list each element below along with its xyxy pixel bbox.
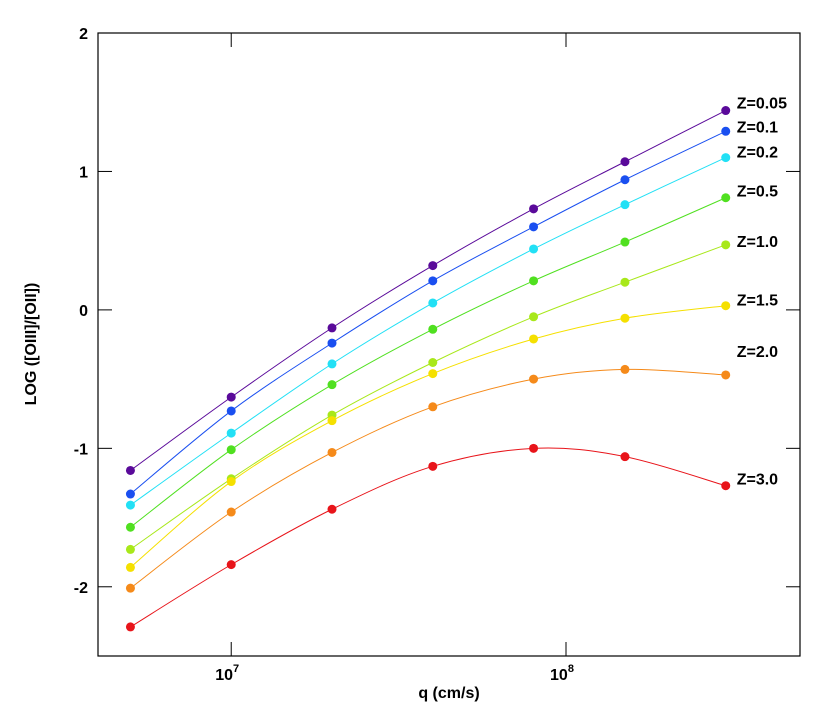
data-point	[226, 477, 236, 487]
data-point	[721, 240, 731, 250]
data-point	[529, 204, 539, 214]
data-point	[529, 222, 539, 232]
data-point	[620, 175, 630, 185]
x-axis-label: q (cm/s)	[418, 685, 479, 702]
x-tick-label: 107	[215, 663, 239, 684]
y-tick-label: 1	[79, 164, 88, 181]
data-point	[327, 504, 337, 514]
y-tick-label: 2	[79, 26, 88, 43]
series-label: Z=0.1	[737, 119, 778, 136]
data-point	[226, 560, 236, 570]
data-point	[327, 380, 337, 390]
data-point	[125, 522, 135, 532]
x-tick-exponent: 7	[233, 663, 239, 675]
data-point	[428, 402, 438, 412]
data-point	[327, 416, 337, 426]
data-point	[125, 562, 135, 572]
x-tick-base: 10	[550, 667, 568, 684]
data-point	[721, 370, 731, 380]
series-label: Z=3.0	[737, 472, 778, 489]
data-point	[529, 374, 539, 384]
data-point	[428, 261, 438, 271]
y-axis-label: LOG ([OIII]/[OII])	[23, 283, 40, 406]
data-point	[327, 447, 337, 457]
data-point	[529, 312, 539, 322]
data-point	[327, 323, 337, 333]
series-label: Z=0.5	[737, 184, 778, 201]
series-line	[130, 197, 726, 528]
x-tick-base: 10	[215, 667, 233, 684]
data-point	[529, 244, 539, 254]
series-label: Z=1.0	[737, 234, 778, 251]
series-label: Z=1.5	[737, 293, 778, 310]
data-point	[620, 452, 630, 462]
x-tick-exponent: 8	[568, 663, 574, 675]
series-label: Z=2.0	[737, 344, 778, 361]
series-line	[130, 110, 726, 471]
data-point	[327, 359, 337, 369]
series-line	[130, 130, 726, 495]
data-point	[428, 461, 438, 471]
series-line	[130, 244, 726, 550]
data-point	[327, 338, 337, 348]
data-point	[428, 369, 438, 379]
data-point	[226, 428, 236, 438]
data-point	[620, 364, 630, 374]
data-point	[620, 200, 630, 210]
data-point	[125, 500, 135, 510]
data-point	[125, 622, 135, 632]
data-point	[721, 126, 731, 136]
data-point	[529, 334, 539, 344]
data-point	[226, 406, 236, 416]
data-point	[529, 443, 539, 453]
data-point	[125, 544, 135, 554]
data-point	[226, 507, 236, 517]
data-point	[226, 445, 236, 455]
data-point	[529, 276, 539, 286]
data-point	[721, 193, 731, 203]
data-point	[620, 237, 630, 247]
data-point	[620, 313, 630, 323]
data-point	[428, 298, 438, 308]
data-point	[226, 392, 236, 402]
data-point	[721, 301, 731, 311]
x-tick-label: 108	[550, 663, 574, 684]
series-line	[130, 447, 726, 628]
data-point	[428, 324, 438, 334]
data-point	[721, 481, 731, 491]
y-tick-label: 0	[79, 303, 88, 320]
data-point	[721, 106, 731, 116]
data-point	[428, 357, 438, 367]
y-tick-label: -2	[74, 580, 88, 597]
series-line	[130, 305, 726, 568]
data-point	[125, 583, 135, 593]
data-point	[125, 489, 135, 499]
data-point	[125, 465, 135, 475]
y-tick-label: -1	[74, 441, 88, 458]
series-line	[130, 368, 726, 589]
data-point	[620, 157, 630, 167]
data-point	[620, 277, 630, 287]
series-label: Z=0.05	[737, 96, 787, 113]
data-point	[428, 276, 438, 286]
plot-frame	[97, 32, 801, 657]
data-point	[721, 153, 731, 163]
series-label: Z=0.2	[737, 145, 778, 162]
